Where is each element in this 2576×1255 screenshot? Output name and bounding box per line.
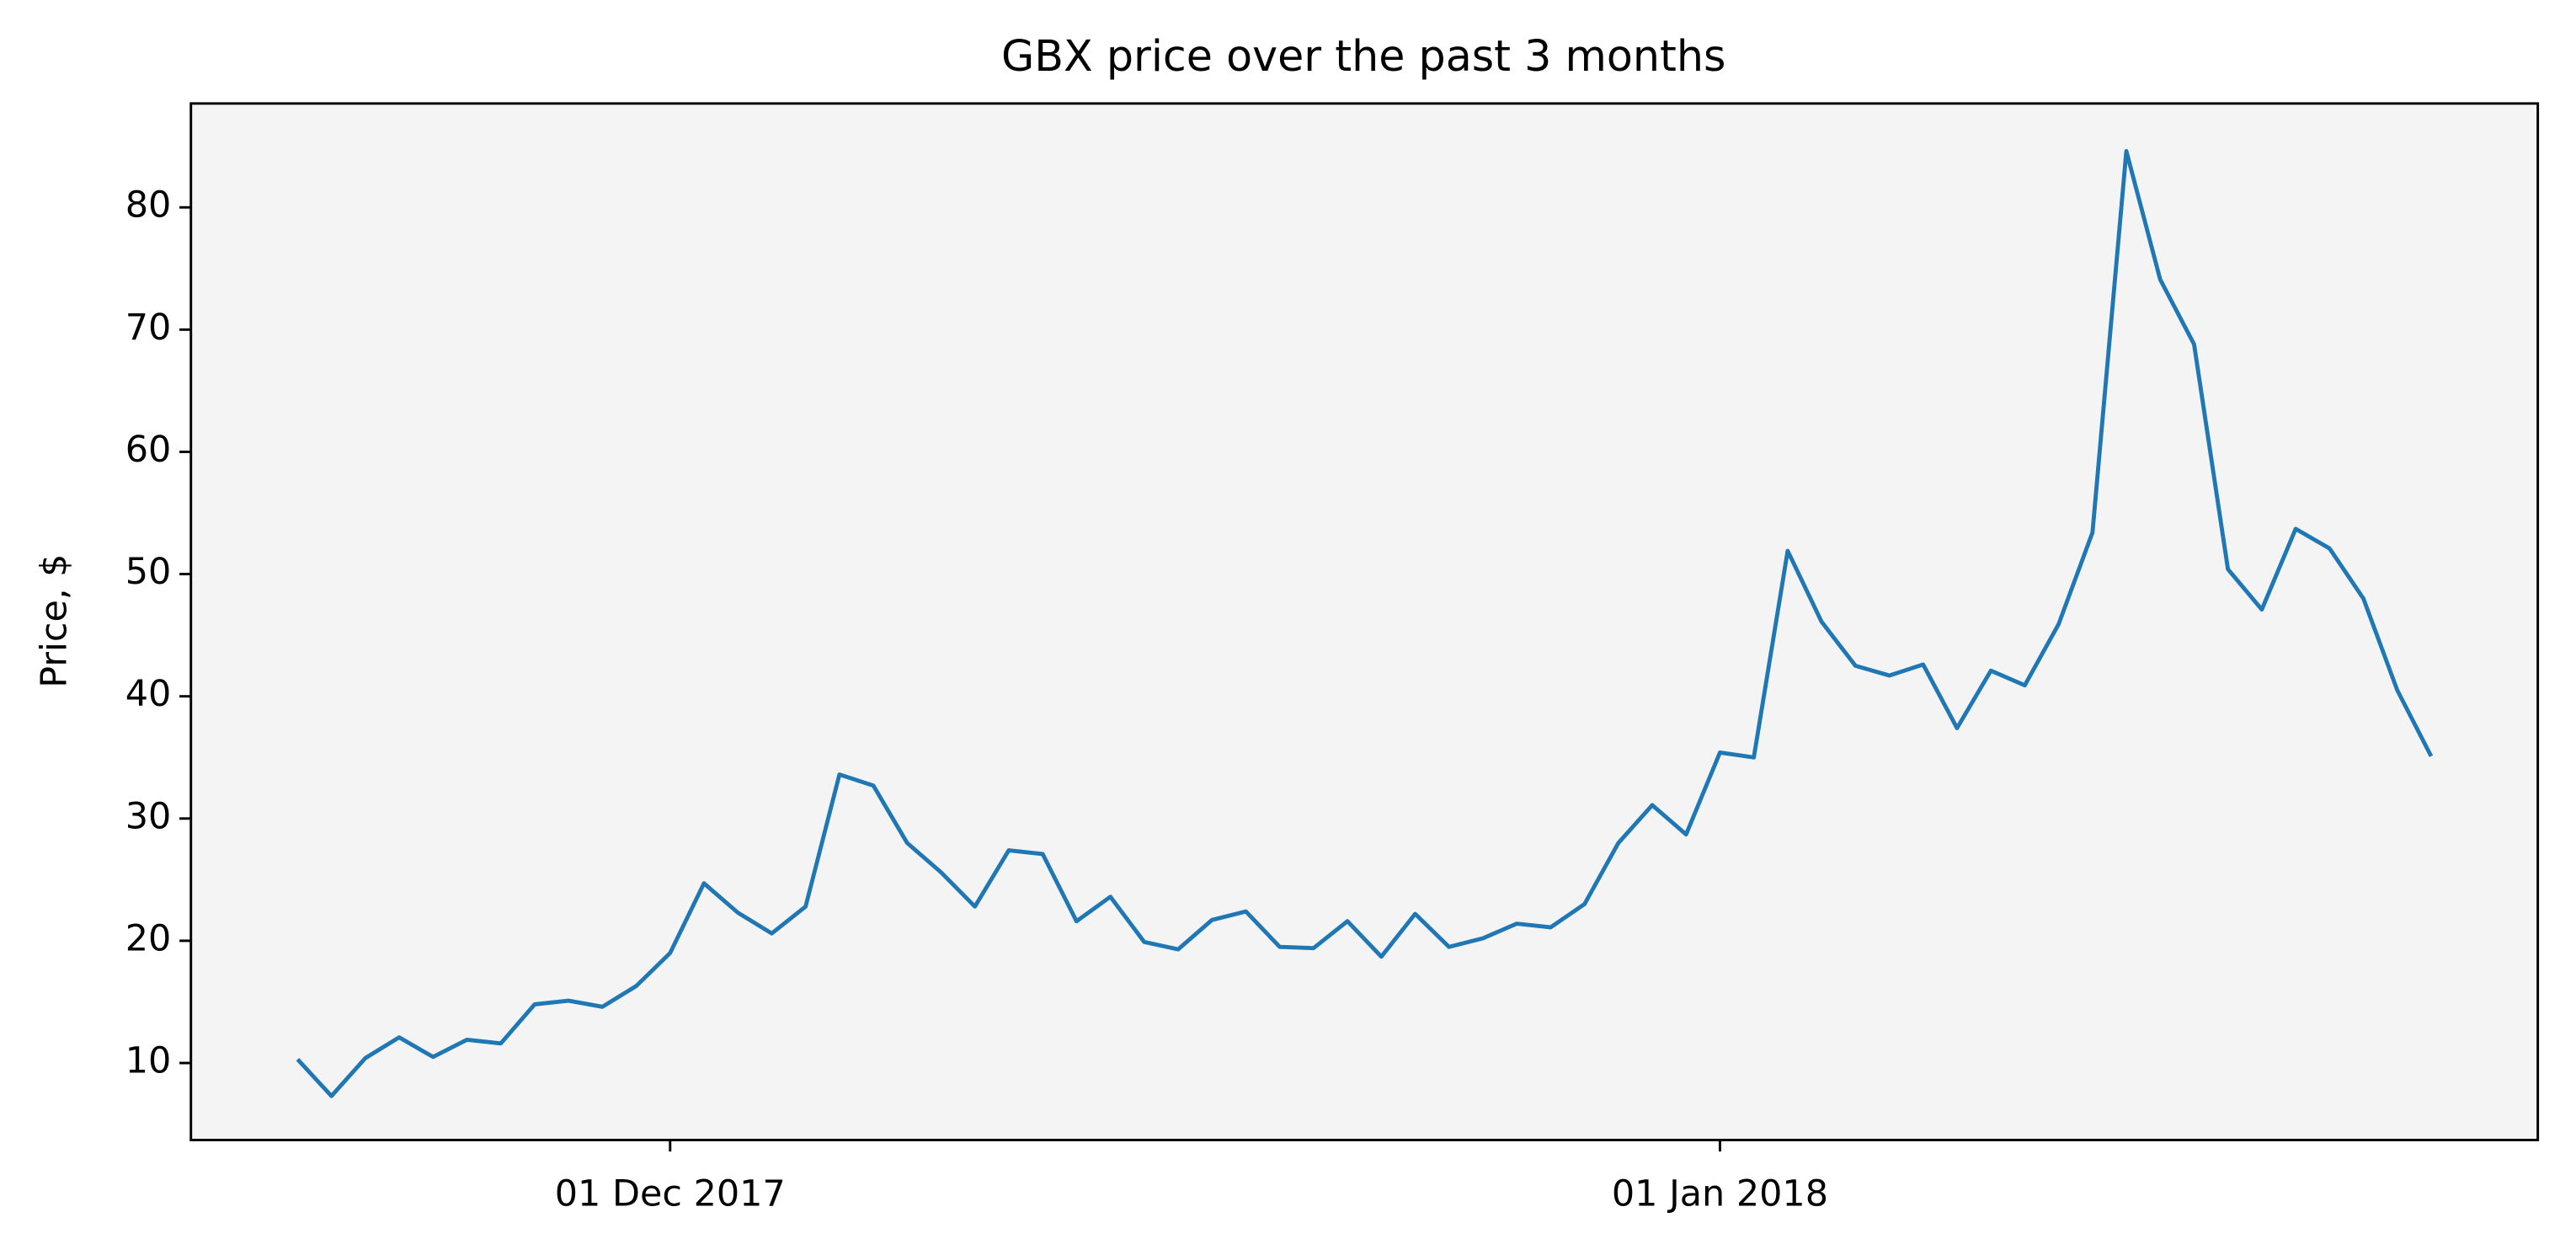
- y-tick-label: 20: [125, 917, 172, 959]
- plot-background: [190, 103, 2538, 1140]
- y-tick-label: 10: [125, 1040, 172, 1082]
- y-tick-label: 40: [125, 673, 172, 715]
- y-tick-label: 70: [125, 307, 172, 349]
- x-tick-label: 01 Jan 2018: [1612, 1172, 1828, 1215]
- chart-title: GBX price over the past 3 months: [1001, 31, 1726, 81]
- y-tick-label: 30: [125, 795, 172, 837]
- y-tick-label: 50: [125, 551, 172, 593]
- x-tick-label: 01 Dec 2017: [555, 1172, 786, 1215]
- price-line: [296, 149, 2434, 1098]
- plot-frame: [189, 102, 2540, 1141]
- y-tick-label: 60: [125, 429, 172, 471]
- y-axis-label: Price, $: [33, 554, 75, 688]
- y-tick-label: 80: [125, 184, 172, 227]
